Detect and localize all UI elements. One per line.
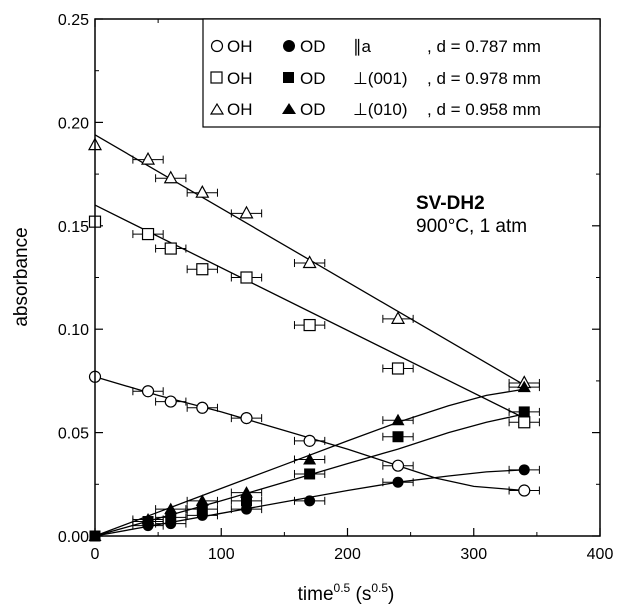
legend-orientation: ∥a [353, 37, 372, 56]
data-point-circle-filled [304, 495, 316, 507]
legend-thickness: , d = 0.787 mm [427, 37, 541, 56]
x-axis-title-sup1: 0.5 [334, 581, 351, 595]
legend-thickness: , d = 0.978 mm [427, 69, 541, 88]
data-point-triangle-open [163, 170, 178, 184]
legend-thickness: , d = 0.958 mm [427, 100, 541, 119]
legend-oh-label: OH [227, 100, 253, 119]
y-tick-label: 0.00 [58, 529, 89, 546]
data-point-circle-open [141, 385, 155, 398]
legend-orientation: ⊥(010) [353, 100, 408, 119]
y-tick-label: 0.05 [58, 426, 89, 443]
y-tick-label: 0.15 [58, 219, 89, 236]
data-point-triangle-filled [391, 413, 405, 426]
x-axis-title-base: time [298, 584, 334, 605]
legend-row-2: OH OD ⊥(001) , d = 0.978 mm [210, 69, 541, 88]
fit-lines [94, 134, 525, 537]
data-point-square-open [391, 362, 405, 375]
y-tick-label: 0.20 [58, 115, 89, 132]
legend-oh-label: OH [227, 37, 253, 56]
data-point-square-open [164, 242, 177, 255]
x-tick-label: 400 [587, 546, 614, 563]
data-point-circle-open [303, 434, 316, 447]
data-point-square-filled [392, 431, 404, 443]
x-axis-title-mid: (s [350, 584, 371, 605]
x-tick-label: 300 [460, 546, 487, 563]
data-point-square-open [303, 318, 316, 332]
data-point-circle-open [164, 395, 177, 408]
fit-line [94, 204, 525, 419]
data-point-triangle-filled [164, 502, 178, 515]
x-axis-title: time0.5 (s0.5) [298, 581, 395, 605]
x-axis-title-sup2: 0.5 [371, 581, 388, 595]
legend-marker-circle-filled [283, 40, 295, 52]
data-point-square-open [196, 263, 209, 276]
legend-marker-circle-open [210, 39, 224, 53]
data-point-circle-filled [241, 503, 252, 515]
x-tick-label: 0 [91, 546, 100, 563]
data-point-circle-open [240, 412, 253, 425]
legend-orientation: ⊥(001) [353, 69, 408, 88]
legend-marker-triangle-filled [282, 103, 296, 114]
fit-line [94, 469, 525, 537]
legend-od-label: OD [300, 69, 326, 88]
tick-labels: 0 100 200 300 400 0.00 0.05 0.10 0.15 0.20 0.25 [58, 12, 614, 563]
y-axis-title: absorbance [11, 227, 32, 326]
legend-marker-triangle-open [209, 102, 225, 115]
legend-row-3: OH OD ⊥(010) , d = 0.958 mm [209, 100, 541, 119]
data-point-circle-open [391, 459, 405, 472]
fit-line [94, 413, 525, 537]
data-point-square-filled [518, 406, 530, 418]
data-point-circle-filled [392, 476, 404, 488]
sample-name-annotation: SV-DH2 [416, 193, 485, 214]
data-point-triangle-filled [303, 452, 317, 465]
y-tick-label: 0.25 [58, 12, 89, 29]
legend-od-label: OD [300, 100, 326, 119]
data-point-circle-open [196, 401, 209, 414]
data-point-triangle-filled [517, 380, 531, 393]
data-point-triangle-open [239, 205, 254, 219]
data-point-square-open [141, 227, 155, 241]
x-tick-label: 200 [334, 546, 361, 563]
x-tick-label: 100 [208, 546, 235, 563]
legend-marker-square-open [210, 71, 223, 84]
data-point-square-open [240, 271, 253, 284]
legend-marker-square-filled [283, 72, 294, 83]
data-point-triangle-open [195, 184, 210, 198]
data-point-square-filled [196, 503, 208, 515]
fit-line [94, 376, 525, 492]
data-point-square-filled [165, 511, 177, 523]
legend-row-1: OH OD ∥a , d = 0.787 mm [210, 37, 541, 56]
data-point-triangle-open [141, 151, 156, 165]
conditions-annotation: 900°C, 1 atm [416, 216, 527, 237]
legend: OH OD ∥a , d = 0.787 mm OH OD ⊥(001) , d… [202, 18, 601, 128]
legend-od-label: OD [300, 37, 326, 56]
legend-box [202, 18, 601, 128]
x-axis-title-end: ) [388, 584, 394, 605]
y-tick-label: 0.10 [58, 322, 89, 339]
data-point-triangle-open [302, 255, 317, 269]
data-point-triangle-filled [195, 494, 209, 506]
data-point-circle-open [518, 484, 531, 497]
data-point-square-filled [241, 495, 252, 507]
data-point-triangle-filled [240, 486, 253, 498]
legend-oh-label: OH [227, 69, 253, 88]
data-point-circle-filled [518, 464, 530, 476]
fit-line [94, 388, 525, 537]
data-point-triangle-filled [141, 512, 155, 525]
data-point-square-open [518, 416, 531, 429]
data-point-triangle-open [390, 311, 406, 324]
data-point-square-filled [304, 468, 316, 480]
